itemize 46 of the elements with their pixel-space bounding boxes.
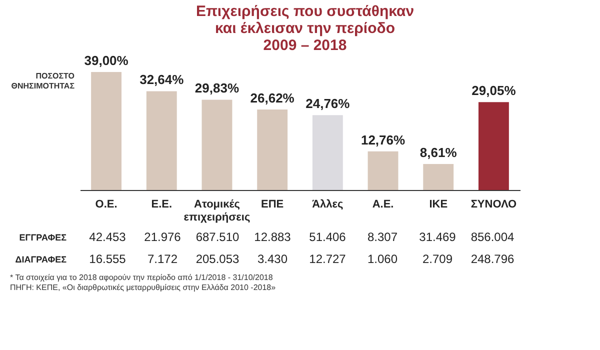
data-label: 26,62% bbox=[250, 90, 295, 106]
bar bbox=[368, 151, 398, 190]
chart-title: Επιχειρήσεις που συστάθηκαν και έκλεισαν την περίοδο 2009 – 2018 bbox=[196, 3, 414, 54]
data-label: 29,83% bbox=[194, 80, 240, 96]
text: 205.053 bbox=[196, 252, 240, 266]
text: 31.469 bbox=[419, 230, 456, 244]
x-tick-label: Α.Ε. bbox=[372, 198, 394, 210]
text: 2.709 bbox=[422, 252, 453, 266]
category-label: ΕΓΓΡΑΦΕΣ bbox=[19, 232, 66, 242]
data-label: 8,61% bbox=[420, 144, 458, 160]
text: ΠΗΓΗ: ΚΕΠΕ, «Οι διαρθρωτικές μεταρρυθμίσεις στην Ελλάδα 2010 -2018» bbox=[10, 283, 276, 292]
x-tick-label: Άλλες bbox=[312, 198, 344, 210]
x-tick-label: Ο.Ε. bbox=[95, 198, 118, 210]
data-label: 24,76% bbox=[306, 96, 350, 112]
bar bbox=[257, 109, 288, 190]
bar bbox=[312, 115, 343, 190]
data-label: 32,64% bbox=[140, 72, 184, 88]
y-axis-title: ΠΟΣΟΣΤΟ ΘΝΗΣΙΜΟΤΗΤΑΣ bbox=[11, 72, 75, 90]
x-tick-label: ΣΥΝΟΛΟ bbox=[470, 198, 518, 210]
text: 12.883 bbox=[254, 230, 291, 244]
text: 856.004 bbox=[470, 230, 514, 244]
text: 16.555 bbox=[89, 252, 126, 266]
text: 42.453 bbox=[89, 230, 126, 244]
text: 8.307 bbox=[367, 230, 398, 244]
data-label: 39,00% bbox=[84, 53, 129, 68]
bar bbox=[146, 91, 177, 190]
text: 1.060 bbox=[367, 252, 398, 266]
bar bbox=[91, 72, 122, 190]
text: 687.510 bbox=[196, 230, 240, 244]
text: 12.727 bbox=[309, 252, 346, 266]
x-tick-label: ΙΚΕ bbox=[429, 198, 448, 210]
data-label: 12,76% bbox=[360, 132, 406, 148]
x-tick-label: Ατομικές επιχειρήσεις bbox=[184, 198, 250, 224]
text: 7.172 bbox=[147, 252, 178, 266]
x-tick-label: Ε.Ε. bbox=[151, 198, 172, 210]
bar bbox=[478, 102, 509, 190]
text: * Τα στοιχεία για το 2018 αφορούν την περίοδο από 1/1/2018 - 31/10/2018 bbox=[10, 273, 274, 282]
category-label: ΔΙΑΓΡΑΦΕΣ bbox=[15, 254, 66, 264]
bar bbox=[202, 100, 232, 190]
text: 51.406 bbox=[309, 230, 346, 244]
text: 21.976 bbox=[144, 230, 181, 244]
text: 3.430 bbox=[257, 252, 288, 266]
x-tick-label: ΕΠΕ bbox=[261, 198, 284, 210]
text: 248.796 bbox=[470, 252, 514, 266]
bar bbox=[423, 164, 454, 190]
data-label: 29,05% bbox=[472, 83, 516, 98]
